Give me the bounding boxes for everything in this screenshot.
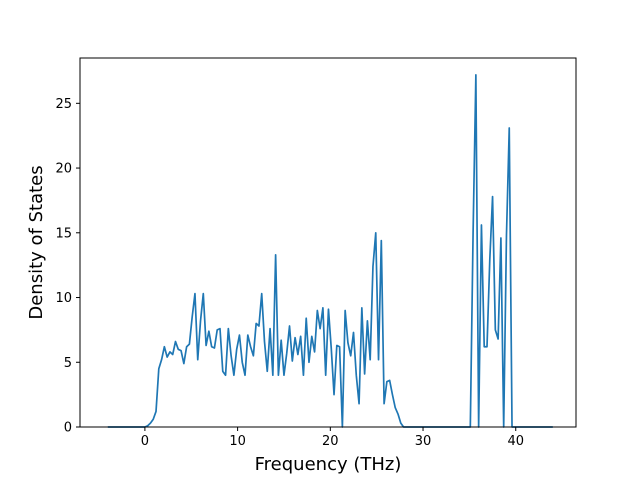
x-tick-label: 0 bbox=[141, 434, 149, 449]
y-tick-label: 5 bbox=[64, 356, 72, 371]
x-tick-label: 10 bbox=[229, 434, 246, 449]
y-tick-label: 15 bbox=[55, 226, 72, 241]
x-tick-label: 40 bbox=[507, 434, 524, 449]
x-tick-label: 20 bbox=[322, 434, 339, 449]
x-axis-ticks: 0 10 20 30 40 bbox=[141, 427, 524, 449]
y-axis-ticks: 0 5 10 15 20 25 bbox=[55, 97, 80, 436]
y-axis-label: Density of States bbox=[26, 165, 47, 319]
y-tick-label: 25 bbox=[55, 97, 72, 112]
axes-frame bbox=[79, 57, 577, 428]
x-tick-label: 30 bbox=[415, 434, 432, 449]
y-tick-label: 20 bbox=[55, 162, 72, 177]
x-axis-label: Frequency (THz) bbox=[255, 454, 402, 475]
y-tick-label: 0 bbox=[64, 421, 72, 436]
y-tick-label: 10 bbox=[55, 291, 72, 306]
